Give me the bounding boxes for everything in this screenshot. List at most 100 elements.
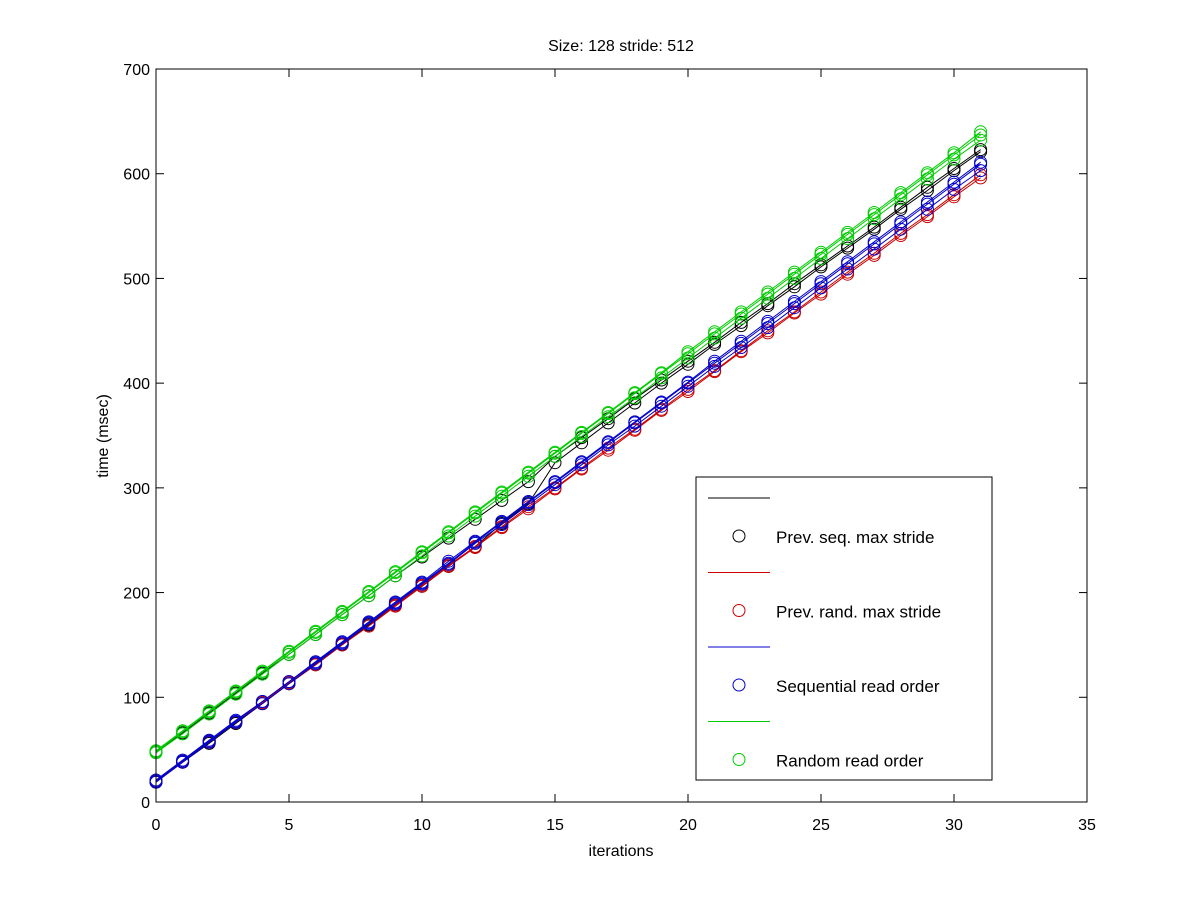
data-point-3-2-28 — [894, 186, 908, 200]
data-point-1-1-30 — [947, 188, 961, 202]
data-point-3-2-5 — [282, 644, 296, 658]
data-point-0-1-14 — [521, 475, 535, 489]
data-point-2-2-15 — [548, 475, 562, 489]
data-point-2-2-8 — [362, 615, 376, 629]
data-point-3-2-27 — [867, 206, 881, 219]
data-point-0-1-31 — [974, 143, 988, 157]
data-point-0-0-24 — [787, 280, 801, 294]
data-point-3-2-22 — [734, 305, 748, 319]
data-point-3-2-14 — [521, 465, 535, 479]
data-point-1-1-29 — [920, 208, 934, 222]
data-point-0-1-30 — [947, 162, 961, 175]
data-point-3-2-30 — [947, 146, 961, 160]
data-point-3-2-21 — [708, 325, 722, 339]
legend-marker-2 — [732, 678, 746, 692]
legend-marker-1 — [732, 604, 746, 617]
data-point-3-2-29 — [920, 166, 934, 180]
data-point-2-2-27 — [867, 235, 881, 249]
x-tick-label-25: 25 — [812, 817, 830, 834]
data-point-0-0-19 — [654, 376, 668, 390]
data-point-2-2-29 — [920, 195, 934, 209]
data-point-1-0-31 — [974, 171, 988, 185]
y-tick-label-700: 700 — [123, 62, 150, 79]
data-point-2-2-20 — [681, 375, 695, 389]
data-point-2-0-26 — [841, 262, 855, 276]
data-point-3-2-20 — [681, 345, 695, 359]
data-point-3-2-18 — [628, 386, 642, 400]
data-point-2-0-30 — [947, 182, 961, 196]
data-point-2-2-23 — [761, 314, 775, 328]
data-point-2-2-21 — [708, 354, 722, 368]
legend-label-0: Prev. seq. max stride — [776, 528, 934, 547]
data-point-0-1-20 — [681, 354, 695, 368]
data-point-2-2-19 — [654, 395, 668, 409]
data-point-2-2-7 — [335, 635, 349, 649]
data-point-3-2-1 — [176, 724, 190, 738]
data-point-2-0-28 — [894, 222, 908, 236]
y-tick-label-300: 300 — [123, 481, 150, 498]
data-point-2-2-22 — [734, 334, 748, 348]
data-point-2-2-24 — [787, 295, 801, 308]
data-point-2-2-14 — [521, 495, 535, 508]
y-axis-label: time (msec) — [95, 394, 112, 478]
legend-box — [695, 476, 993, 781]
data-point-2-2-31 — [974, 155, 988, 169]
data-point-3-2-15 — [548, 445, 562, 459]
data-point-3-2-13 — [495, 485, 509, 499]
data-point-3-0-31 — [974, 133, 988, 147]
legend: Prev. seq. max stride Prev. rand. max str… — [695, 476, 993, 781]
data-point-2-2-18 — [628, 415, 642, 429]
data-point-2-2-5 — [282, 675, 296, 689]
data-point-2-2-12 — [468, 534, 482, 548]
data-point-2-0-29 — [920, 202, 934, 216]
data-point-2-2-9 — [388, 595, 402, 609]
x-tick-label-10: 10 — [413, 817, 431, 834]
x-tick-label-15: 15 — [546, 817, 564, 834]
data-point-3-1-31 — [974, 128, 988, 142]
data-point-3-2-26 — [841, 225, 855, 239]
data-point-2-2-1 — [176, 753, 190, 767]
data-point-3-2-23 — [761, 285, 775, 299]
y-tick-label-500: 500 — [123, 271, 150, 288]
data-point-3-2-10 — [415, 545, 429, 559]
data-point-2-2-26 — [841, 255, 855, 269]
data-point-2-2-2 — [202, 733, 216, 747]
data-point-2-2-17 — [601, 435, 615, 449]
data-point-2-2-16 — [575, 455, 589, 469]
y-tick-label-600: 600 — [123, 167, 150, 184]
data-point-3-2-17 — [601, 406, 615, 419]
data-point-3-2-4 — [255, 664, 269, 678]
legend-label-3: Random read order — [776, 752, 924, 771]
data-point-3-2-7 — [335, 604, 349, 618]
data-point-2-2-13 — [495, 514, 509, 528]
chart-title: Size: 128 stride: 512 — [548, 38, 694, 55]
y-tick-label-400: 400 — [123, 376, 150, 393]
data-point-2-0-27 — [867, 242, 881, 256]
data-point-1-1-23 — [761, 324, 775, 338]
y-tick-label-0: 0 — [141, 795, 150, 812]
legend-marker-3 — [732, 753, 746, 766]
data-point-3-2-31 — [974, 125, 988, 139]
data-point-3-2-11 — [442, 525, 456, 539]
data-point-1-1-22 — [734, 344, 748, 358]
axes-box — [155, 68, 1088, 803]
data-point-2-2-28 — [894, 215, 908, 229]
data-point-3-2-16 — [575, 425, 589, 439]
legend-marker-0 — [732, 529, 746, 543]
data-point-2-2-10 — [415, 575, 429, 589]
data-point-3-2-8 — [362, 585, 376, 598]
data-point-2-2-30 — [947, 175, 961, 189]
data-point-2-2-11 — [442, 554, 456, 568]
data-point-3-2-9 — [388, 565, 402, 579]
data-point-3-2-19 — [654, 366, 668, 380]
data-point-3-2-2 — [202, 704, 216, 718]
data-point-2-2-6 — [309, 655, 323, 669]
data-point-1-1-26 — [841, 265, 855, 279]
data-point-2-2-25 — [814, 275, 828, 289]
data-point-2-2-4 — [255, 695, 269, 708]
legend-label-1: Prev. rand. max stride — [776, 603, 941, 622]
data-point-3-2-6 — [309, 624, 323, 638]
data-point-3-2-12 — [468, 505, 482, 519]
data-point-3-2-25 — [814, 245, 828, 259]
x-tick-label-5: 5 — [285, 817, 294, 834]
